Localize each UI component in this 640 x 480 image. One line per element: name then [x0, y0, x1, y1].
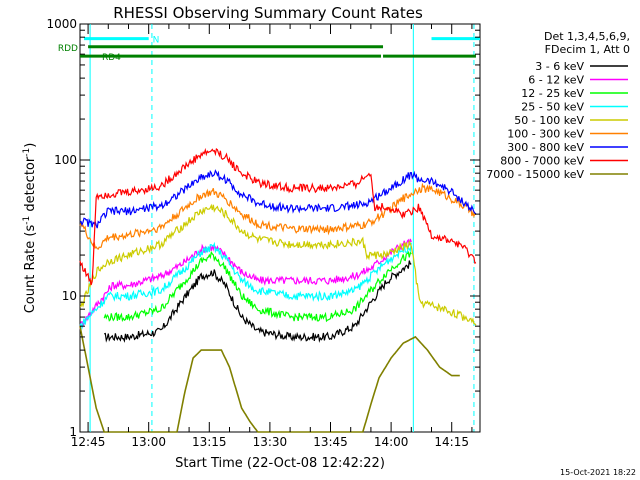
series-line [104, 260, 412, 343]
legend-label: 7000 - 15000 keV [486, 168, 584, 181]
legend-label: 50 - 100 keV [514, 114, 584, 127]
y-tick-label: 1 [69, 425, 77, 439]
chart-title: RHESSI Observing Summary Count Rates [113, 4, 423, 22]
x-axis-label: Start Time (22-Oct-08 12:42:22) [175, 456, 385, 471]
series-line [79, 203, 477, 326]
legend: Det 1,3,4,5,6,9,FDecim 1, Att 0 3 - 6 keV… [486, 30, 630, 181]
legend-label: 3 - 6 keV [535, 60, 584, 73]
legend-label: 300 - 800 keV [507, 141, 584, 154]
legend-header: FDecim 1, Att 0 [545, 43, 630, 56]
series-line [103, 250, 412, 323]
x-tick-label: 12:45 [71, 435, 106, 449]
flag-label: N [153, 36, 160, 46]
legend-label: 25 - 50 keV [521, 101, 584, 114]
flag-bars: N RDD RD4 [58, 36, 480, 63]
series-line [79, 182, 477, 250]
x-tick-label: 13:45 [313, 435, 348, 449]
flag-label: RDD [58, 44, 78, 54]
y-axis-label-mid: detector [23, 156, 38, 216]
y-tick-label: 1000 [46, 17, 77, 31]
legend-header: Det 1,3,4,5,6,9, [544, 30, 630, 43]
flag-label: RD4 [102, 53, 121, 63]
legend-label: 12 - 25 keV [521, 87, 584, 100]
x-tick-label: 14:15 [434, 435, 469, 449]
y-tick-label: 100 [54, 153, 77, 167]
render-timestamp: 15-Oct-2021 18:22 [560, 468, 636, 477]
x-tick-label: 13:30 [253, 435, 288, 449]
x-tick-label: 13:15 [192, 435, 227, 449]
legend-label: 6 - 12 keV [528, 74, 584, 87]
x-axis-ticks: 12:45 13:00 13:15 13:30 13:45 14:00 14:15 [71, 24, 473, 449]
legend-label: 100 - 300 keV [507, 128, 584, 141]
x-tick-label: 14:00 [374, 435, 409, 449]
vertical-markers [89, 24, 475, 432]
y-axis-label: Count Rate (s-1 detector-1) [22, 143, 38, 314]
y-axis-label-sup2: -1 [22, 148, 32, 157]
legend-label: 800 - 7000 keV [500, 155, 584, 168]
plot-frame [79, 23, 481, 433]
series-group [79, 147, 477, 433]
y-axis-ticks: 1 10 100 1000 [46, 17, 480, 439]
series-line [79, 169, 477, 229]
series-line [79, 238, 412, 330]
y-axis-label-end: ) [23, 143, 38, 148]
x-tick-label: 13:00 [131, 435, 166, 449]
series-line [79, 147, 477, 286]
series-line [79, 241, 412, 330]
y-tick-label: 10 [62, 289, 77, 303]
y-axis-label-main: Count Rate (s [23, 225, 38, 314]
y-axis-label-sup1: -1 [22, 216, 32, 225]
series-line [79, 326, 460, 433]
